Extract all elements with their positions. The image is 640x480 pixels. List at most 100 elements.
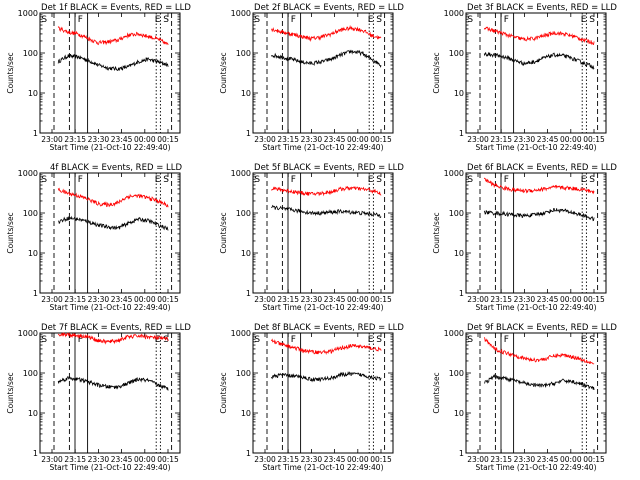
x-tick-label: 00:15 [583,135,605,144]
event-marker-label: S [254,335,260,345]
x-tick-label: 23:00 [41,455,63,464]
y-tick-label: 10 [454,409,464,418]
y-tick-label: 100 [23,209,38,218]
y-tick-label: 100 [449,209,464,218]
y-tick-label: 1 [246,129,251,138]
events-series-line [270,371,382,383]
lld-series-line [271,24,382,42]
y-tick-label: 1 [246,449,251,458]
y-axis-label: Counts/sec [432,52,441,93]
x-tick-label: 23:45 [537,295,559,304]
x-tick-label: 23:00 [467,455,489,464]
y-tick-label: 100 [236,49,251,58]
detector-panel: Det 5f BLACK = Events, RED = LLD 1 10 100 10… [219,163,404,312]
x-tick-label: 23:00 [254,455,276,464]
y-tick-label: 1000 [444,329,464,338]
panel-title: Det 3f BLACK = Events, RED = LLD [467,3,617,13]
y-tick-label: 1000 [18,329,38,338]
x-tick-label: 23:00 [41,135,63,144]
x-tick-label: 23:45 [111,135,133,144]
y-tick-label: 1 [246,289,251,298]
x-tick-label: 00:15 [370,135,392,144]
x-tick-label: 00:00 [134,455,156,464]
panel-title: Det 6f BLACK = Events, RED = LLD [467,163,617,173]
x-axis-label: Start Time (21-Oct-10 22:49:40) [475,143,596,152]
x-tick-label: 23:00 [41,295,63,304]
event-marker-label: S [41,15,47,25]
x-tick-label: 23:15 [277,135,299,144]
detector-panel: 4f BLACK = Events, RED = LLD 1 10 100 1000 Co… [6,163,183,312]
event-marker-label: S [589,15,595,25]
plot-frame [252,12,394,134]
x-tick-label: 23:45 [324,295,346,304]
lld-series-line [57,187,169,208]
event-marker-label: F [291,335,296,345]
event-marker-label: F [78,15,83,25]
event-marker-label: S [254,175,260,185]
plot-frame [465,12,607,134]
event-marker-label: S [163,335,169,345]
y-tick-label: 10 [241,249,251,258]
x-tick-label: 23:45 [324,135,346,144]
plot-frame [39,172,181,294]
event-marker-label: F [78,175,83,185]
event-marker-label: S [589,175,595,185]
y-tick-label: 100 [23,369,38,378]
x-tick-label: 00:15 [157,135,179,144]
events-series-line [483,51,595,70]
y-tick-label: 100 [236,209,251,218]
x-axis-label: Start Time (21-Oct-10 22:49:40) [262,143,383,152]
y-tick-label: 1 [33,449,38,458]
y-tick-label: 1000 [18,9,38,18]
events-series-line [271,204,382,218]
event-marker-label: S [589,335,595,345]
panel-title: Det 9f BLACK = Events, RED = LLD [467,323,617,333]
y-tick-label: 1 [33,289,38,298]
y-axis-label: Counts/sec [6,212,15,253]
event-marker-label: S [467,175,473,185]
events-series-line [58,215,169,231]
y-tick-label: 1000 [18,169,38,178]
y-tick-label: 1 [459,289,464,298]
event-marker-label: S [467,335,473,345]
event-marker-label: E [581,15,587,25]
x-tick-label: 00:15 [583,295,605,304]
lld-series-line [271,185,382,197]
y-tick-label: 1000 [444,169,464,178]
y-axis-label: Counts/sec [6,52,15,93]
event-marker-label: F [504,335,509,345]
event-marker-label: F [78,335,83,345]
plot-frame [39,12,181,134]
y-tick-label: 100 [23,49,38,58]
x-tick-label: 23:30 [514,295,536,304]
x-tick-label: 23:45 [111,295,133,304]
x-tick-label: 23:15 [490,455,512,464]
x-tick-label: 00:15 [370,295,392,304]
event-marker-label: S [376,335,382,345]
event-marker-label: S [163,15,169,25]
plot-frame [252,332,394,454]
event-marker-label: E [368,335,374,345]
x-tick-label: 00:00 [560,295,582,304]
y-tick-label: 10 [241,89,251,98]
y-tick-label: 1 [33,129,38,138]
y-tick-label: 1000 [231,9,251,18]
y-axis-label: Counts/sec [219,372,228,413]
x-tick-label: 23:30 [301,135,323,144]
x-tick-label: 23:15 [490,135,512,144]
x-tick-label: 00:00 [560,135,582,144]
y-tick-label: 100 [449,49,464,58]
event-marker-label: S [41,175,47,185]
detector-panel: Det 9f BLACK = Events, RED = LLD 1 10 100 10… [432,323,617,472]
y-tick-label: 1000 [444,9,464,18]
x-axis-label: Start Time (21-Oct-10 22:49:40) [262,463,383,472]
lld-series-line [483,177,595,195]
lld-series-line [483,337,595,365]
detector-panel: Det 7f BLACK = Events, RED = LLD 1 10 100 10… [6,323,191,472]
x-tick-label: 23:00 [467,295,489,304]
event-marker-label: F [504,175,509,185]
x-tick-label: 23:30 [88,135,110,144]
event-marker-label: E [155,175,161,185]
event-marker-label: S [376,15,382,25]
lld-series-line [270,338,382,356]
